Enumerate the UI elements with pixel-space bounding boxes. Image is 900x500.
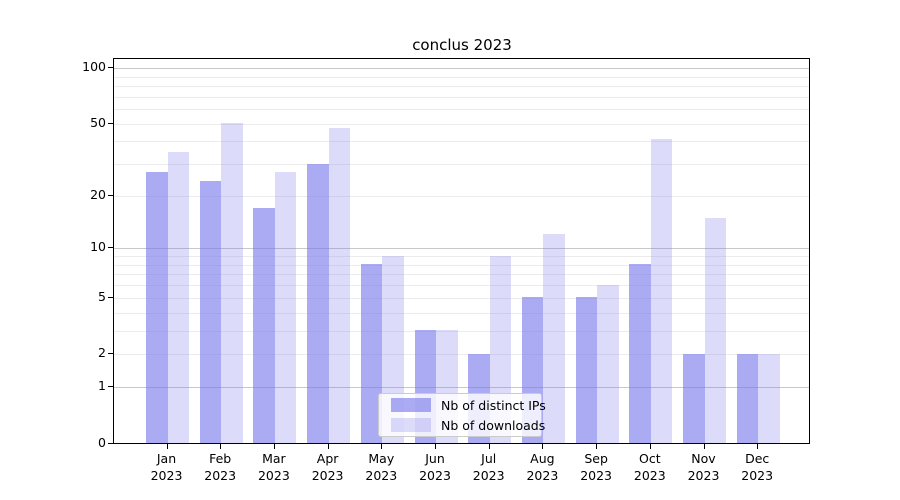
x-tick-year-label: 2023 — [419, 467, 451, 483]
bar-distinct-ips — [629, 264, 651, 443]
x-tick-mark — [703, 444, 705, 449]
y-gridline — [114, 195, 809, 197]
y-gridline — [114, 123, 809, 125]
x-tick-mark — [220, 444, 222, 449]
y-tick-mark — [108, 247, 113, 249]
x-tick-mark — [166, 444, 168, 449]
bar-distinct-ips — [307, 163, 329, 443]
x-tick-label: Jan 2023 — [135, 451, 199, 484]
legend-row-distinct-ips: Nb of distinct IPs — [391, 398, 546, 413]
x-tick-mark — [757, 444, 759, 449]
legend: Nb of distinct IPs Nb of downloads — [378, 393, 546, 437]
y-gridline-minor — [114, 141, 809, 143]
bar-distinct-ips — [575, 297, 598, 443]
y-gridline-major — [114, 68, 809, 70]
x-tick-label: Aug 2023 — [510, 451, 574, 484]
x-tick-mark — [435, 444, 436, 449]
y-tick-label: 10 — [90, 239, 106, 255]
x-tick-label: Jun 2023 — [403, 451, 467, 484]
y-gridline-minor — [114, 264, 809, 266]
x-tick-mark — [596, 444, 598, 449]
legend-row-downloads: Nb of downloads — [391, 418, 545, 433]
bar-downloads — [704, 217, 726, 443]
x-tick-year-label: 2023 — [687, 467, 720, 483]
y-gridline-minor — [114, 96, 809, 98]
bar-downloads — [328, 128, 351, 443]
x-tick-year-label: 2023 — [311, 467, 344, 483]
x-tick-year-label: 2023 — [365, 467, 398, 483]
x-tick-mark — [542, 444, 544, 449]
x-tick-label: Mar 2023 — [242, 451, 306, 484]
legend-label-downloads: Nb of downloads — [441, 417, 546, 433]
y-gridline — [114, 297, 809, 299]
x-tick-mark — [488, 444, 490, 449]
y-gridline-minor — [114, 76, 809, 78]
y-gridline-major — [114, 387, 809, 389]
bar-downloads — [758, 353, 780, 443]
x-tick-label: May 2023 — [349, 451, 413, 484]
y-tick-label: 5 — [98, 288, 106, 304]
legend-swatch-distinct-ips — [391, 398, 431, 412]
bar-downloads — [274, 171, 297, 443]
y-gridline-minor — [114, 274, 809, 276]
y-tick-label: 0 — [98, 434, 106, 450]
y-tick-label: 100 — [82, 59, 106, 75]
x-tick-year-label: 2023 — [633, 467, 666, 483]
x-tick-mark — [273, 444, 275, 449]
legend-label-distinct-ips: Nb of distinct IPs — [441, 397, 546, 413]
y-gridline-minor — [114, 256, 809, 258]
y-gridline — [114, 354, 809, 356]
bar-distinct-ips — [683, 353, 705, 443]
x-tick-label: Dec 2023 — [725, 451, 789, 484]
y-tick-mark — [108, 122, 113, 124]
y-tick-mark — [108, 67, 113, 69]
y-tick-mark — [108, 296, 113, 298]
y-gridline-minor — [114, 285, 809, 287]
x-tick-label: Oct 2023 — [618, 451, 682, 484]
y-tick-label: 2 — [98, 345, 106, 361]
bar-downloads — [650, 139, 673, 443]
bar-distinct-ips — [253, 207, 275, 443]
y-tick-mark — [108, 442, 113, 444]
x-tick-mark — [327, 444, 329, 449]
x-tick-mark — [649, 444, 651, 449]
y-gridline-minor — [114, 164, 809, 166]
x-tick-year-label: 2023 — [257, 467, 290, 483]
bar-distinct-ips — [199, 181, 222, 443]
y-gridline-minor — [114, 312, 809, 314]
x-tick-label: Feb 2023 — [188, 451, 252, 484]
y-tick-mark — [108, 194, 113, 196]
x-tick-year-label: 2023 — [580, 467, 612, 483]
y-tick-label: 1 — [98, 378, 106, 394]
x-tick-year-label: 2023 — [204, 467, 237, 483]
x-tick-mark — [381, 444, 383, 449]
legend-swatch-downloads — [391, 418, 431, 432]
x-tick-label: Apr 2023 — [296, 451, 360, 484]
y-tick-label: 50 — [90, 114, 106, 130]
y-tick-label: 20 — [90, 186, 106, 202]
y-gridline-minor — [114, 86, 809, 88]
x-tick-year-label: 2023 — [741, 467, 774, 483]
y-gridline-major — [114, 248, 809, 250]
x-tick-year-label: 2023 — [526, 467, 559, 483]
bar-distinct-ips — [360, 264, 383, 443]
x-tick-year-label: 2023 — [472, 467, 505, 483]
y-tick-mark — [108, 386, 113, 388]
bar-downloads — [221, 123, 243, 443]
x-tick-year-label: 2023 — [150, 467, 183, 483]
y-gridline-minor — [114, 330, 809, 332]
bar-downloads — [543, 234, 565, 443]
y-gridline-minor — [114, 109, 809, 111]
x-tick-label: Sep 2023 — [564, 451, 628, 484]
chart-title: conclus 2023 — [412, 36, 512, 54]
x-tick-label: Nov 2023 — [672, 451, 736, 484]
bar-distinct-ips — [146, 171, 168, 443]
bar-distinct-ips — [736, 353, 759, 443]
bar-downloads — [167, 151, 189, 443]
y-tick-mark — [108, 353, 113, 355]
plot-area — [113, 58, 810, 444]
bar-downloads — [597, 284, 619, 443]
x-tick-label: Jul 2023 — [457, 451, 521, 484]
